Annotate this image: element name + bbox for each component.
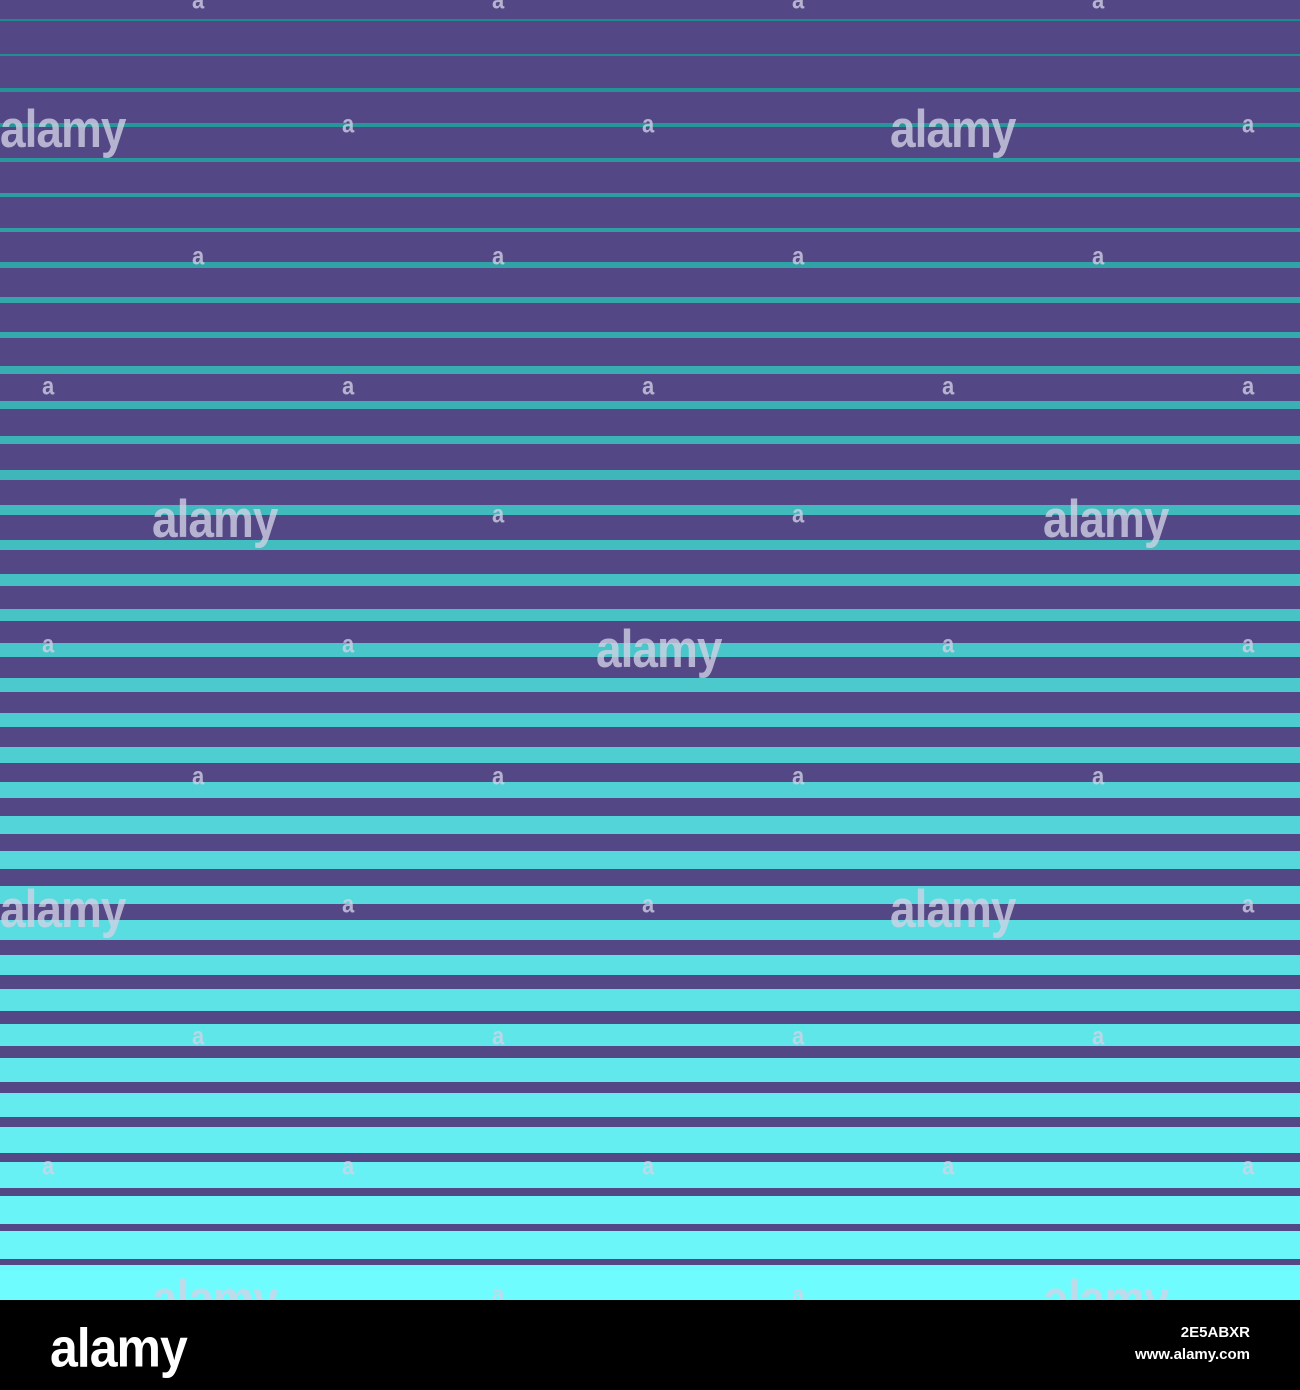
watermark-mark: a bbox=[1242, 371, 1254, 401]
footer-info: 2E5ABXR www.alamy.com bbox=[1135, 1322, 1250, 1366]
stripe bbox=[0, 920, 1300, 940]
stripe bbox=[0, 18, 1300, 22]
stripe bbox=[0, 1058, 1300, 1082]
stripe bbox=[0, 885, 1300, 905]
stripe bbox=[0, 1023, 1300, 1047]
stripe bbox=[0, 747, 1300, 763]
stripe bbox=[0, 781, 1300, 799]
stripe bbox=[0, 1196, 1300, 1224]
watermark-mark: a bbox=[492, 0, 504, 15]
striped-pattern: a a a a alamy alamy a a a a a a a a a a a a alamy alamy a a al… bbox=[0, 0, 1300, 1300]
stripe bbox=[0, 850, 1300, 870]
stripe bbox=[0, 401, 1300, 409]
stripe bbox=[0, 643, 1300, 657]
stripe bbox=[0, 192, 1300, 198]
stripe bbox=[0, 954, 1300, 976]
stripe bbox=[0, 470, 1300, 480]
watermark-logo: alamy bbox=[152, 488, 278, 549]
watermark-mark: a bbox=[192, 0, 204, 15]
stripe bbox=[0, 1161, 1300, 1189]
stripe bbox=[0, 608, 1300, 622]
stripe bbox=[0, 1230, 1300, 1260]
stripe bbox=[0, 1092, 1300, 1118]
stripe bbox=[0, 712, 1300, 728]
stripe bbox=[0, 53, 1300, 57]
stripe bbox=[0, 989, 1300, 1011]
watermark-logo: alamy bbox=[890, 98, 1016, 159]
watermark-logo: alamy bbox=[0, 98, 126, 159]
watermark-logo: alamy bbox=[1043, 488, 1169, 549]
stripe bbox=[0, 227, 1300, 233]
stripe bbox=[0, 158, 1300, 162]
stripe bbox=[0, 123, 1300, 127]
image-id: 2E5ABXR bbox=[1180, 1324, 1250, 1341]
footer-logo: alamy bbox=[50, 1317, 188, 1379]
watermark-mark: a bbox=[792, 0, 804, 15]
watermark-mark: a bbox=[942, 371, 954, 401]
stripe bbox=[0, 1270, 1300, 1300]
stripe bbox=[0, 574, 1300, 586]
site-url: www.alamy.com bbox=[1134, 1345, 1250, 1363]
stripe bbox=[0, 331, 1300, 339]
footer-bar: alamy 2E5ABXR www.alamy.com bbox=[0, 1300, 1300, 1390]
stripe bbox=[0, 366, 1300, 374]
stripe bbox=[0, 296, 1300, 303]
stripe bbox=[0, 539, 1300, 551]
watermark-mark: a bbox=[42, 371, 54, 401]
stripe bbox=[0, 435, 1300, 445]
stripe bbox=[0, 88, 1300, 92]
stripe bbox=[0, 262, 1300, 268]
stripe bbox=[0, 816, 1300, 834]
stripe bbox=[0, 1127, 1300, 1153]
watermark-mark: a bbox=[642, 371, 654, 401]
watermark-mark: a bbox=[342, 371, 354, 401]
stripe bbox=[0, 504, 1300, 515]
stripe bbox=[0, 678, 1300, 692]
watermark-mark: a bbox=[1092, 0, 1104, 15]
